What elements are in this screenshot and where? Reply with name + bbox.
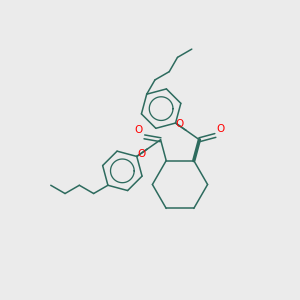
- Text: O: O: [217, 124, 225, 134]
- Text: O: O: [137, 149, 146, 159]
- Text: O: O: [176, 119, 184, 129]
- Text: O: O: [135, 125, 143, 135]
